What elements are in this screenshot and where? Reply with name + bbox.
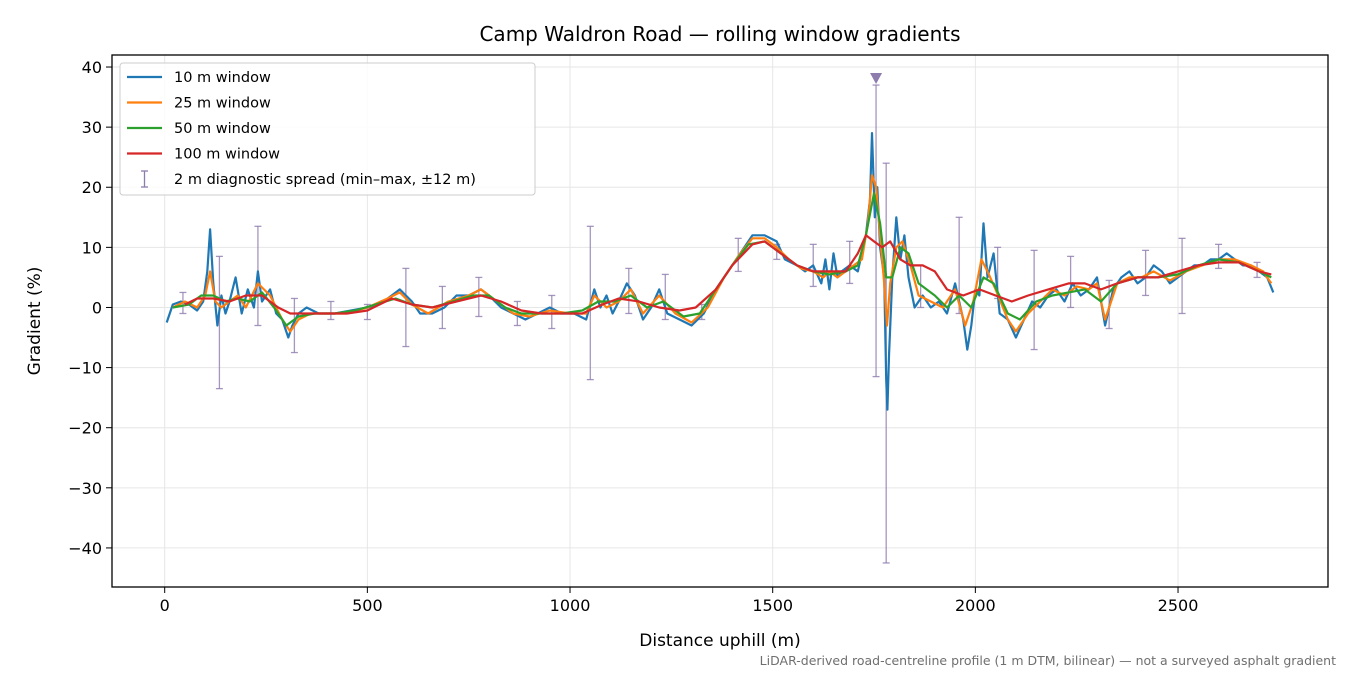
spread-errorbar — [1215, 243, 1223, 270]
spread-errorbar — [1030, 249, 1038, 351]
plot-area — [165, 73, 1275, 564]
peak-marker — [870, 73, 883, 85]
spread-errorbar — [846, 240, 854, 285]
chart-title: Camp Waldron Road — rolling window gradi… — [479, 22, 960, 46]
spread-errorbar — [327, 300, 335, 321]
series-line-3 — [172, 192, 1272, 327]
legend-label: 50 m window — [174, 121, 271, 137]
y-tick-label: 30 — [82, 118, 102, 137]
legend-label: 2 m diagnostic spread (min–max, ±12 m) — [174, 172, 476, 188]
x-tick-label: 0 — [160, 596, 170, 615]
x-tick-label: 2500 — [1158, 596, 1199, 615]
x-tick-label: 1500 — [752, 596, 793, 615]
y-tick-label: 20 — [82, 178, 102, 197]
x-axis-title: Distance uphill (m) — [639, 631, 800, 651]
x-tick-label: 500 — [352, 596, 383, 615]
x-tick-label: 2000 — [955, 596, 996, 615]
plot-frame — [111, 54, 1329, 588]
footnote: LiDAR-derived road-centreline profile (1… — [760, 653, 1336, 668]
y-tick-label: −40 — [68, 539, 102, 558]
spread-errorbar — [1178, 237, 1186, 315]
legend: 10 m window 25 m window 50 m window 100 m w… — [119, 62, 536, 196]
y-tick-label: −30 — [68, 479, 102, 498]
spread-errorbar — [215, 255, 223, 390]
spread-errorbar — [1067, 255, 1075, 309]
legend-frame — [119, 62, 536, 196]
x-tick-label: 1000 — [550, 596, 591, 615]
y-tick-label: −20 — [68, 419, 102, 438]
legend-swatch — [141, 170, 148, 188]
y-tick-label: −10 — [68, 359, 102, 378]
spread-errorbar — [402, 267, 410, 348]
spread-errorbar — [1142, 249, 1150, 297]
y-axis-title: Gradient (%) — [25, 267, 45, 376]
y-tick-label: 40 — [82, 58, 102, 77]
axis-ticks: 0 500 1000 1500 2000 2500 −40 −30 −20 −10 0 10 20 30 4… — [68, 58, 1198, 615]
series-line-4 — [184, 234, 1272, 315]
spread-errorbar — [661, 273, 669, 321]
spread-errorbar — [548, 294, 556, 330]
series-line-2 — [172, 174, 1273, 333]
legend-label: 100 m window — [174, 147, 280, 163]
spread-errorbar — [872, 84, 880, 378]
legend-label: 25 m window — [174, 96, 271, 112]
y-tick-label: 0 — [92, 298, 102, 317]
legend-label: 10 m window — [174, 70, 271, 86]
y-tick-label: 10 — [82, 238, 102, 257]
